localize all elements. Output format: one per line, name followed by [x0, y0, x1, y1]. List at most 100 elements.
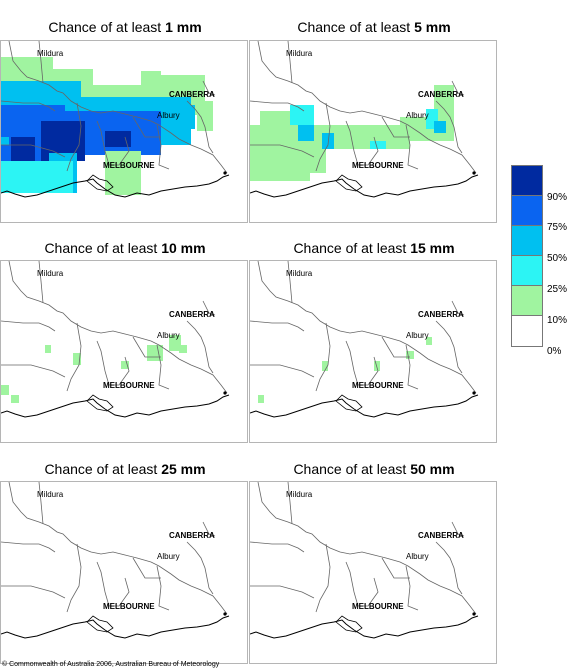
title-amount: 1 mm [165, 19, 202, 35]
location-marker [223, 612, 227, 616]
legend-label-50: 50% [547, 253, 568, 264]
location-marker [223, 391, 227, 395]
district-boundary [250, 320, 305, 332]
legend-label-25: 25% [547, 284, 568, 295]
district-boundary [435, 541, 463, 595]
district-boundary [1, 100, 56, 112]
district-boundary [381, 336, 410, 358]
port-phillip-bay [335, 174, 363, 192]
legend-swatch-10 [512, 286, 542, 316]
label-melbourne: MELBOURNE [352, 381, 404, 390]
district-boundary [405, 124, 419, 170]
title-amount: 5 mm [414, 19, 451, 35]
panel-title-50mm: Chance of at least 50 mm [249, 461, 499, 477]
district-boundary [186, 320, 214, 374]
label-canberra: CANBERRA [169, 310, 215, 319]
label-albury: Albury [157, 552, 180, 561]
district-boundary [132, 336, 161, 358]
victoria-map: Mildura CANBERRA Albury MELBOURNE [1, 482, 230, 639]
district-boundary [1, 541, 56, 553]
copyright-notice: © Commonwealth of Australia 2006, Austra… [2, 661, 220, 668]
district-boundary [132, 557, 161, 579]
port-phillip-bay [86, 394, 114, 412]
district-boundary [38, 482, 44, 525]
label-melbourne: MELBOURNE [103, 161, 155, 170]
location-marker [472, 612, 476, 616]
label-mildura: Mildura [286, 269, 313, 278]
port-phillip-bay [86, 615, 114, 633]
district-boundary [8, 261, 228, 394]
label-canberra: CANBERRA [169, 531, 215, 540]
district-boundary [1, 320, 56, 332]
map-50mm: Mildura CANBERRA Albury MELBOURNE [249, 481, 497, 664]
title-prefix: Chance of at least [293, 240, 411, 256]
district-boundary [8, 41, 228, 174]
probability-legend [511, 165, 543, 347]
district-boundary [381, 557, 410, 579]
label-albury: Albury [406, 331, 429, 340]
district-boundary [315, 543, 331, 613]
district-boundary [315, 322, 331, 392]
district-boundary [381, 116, 410, 138]
district-boundary [345, 120, 379, 166]
label-melbourne: MELBOURNE [103, 381, 155, 390]
legend-swatch-25 [512, 256, 542, 286]
label-mildura: Mildura [286, 490, 313, 499]
label-canberra: CANBERRA [418, 90, 464, 99]
victoria-map: Mildura CANBERRA Albury MELBOURNE [250, 261, 479, 418]
map-10mm: Mildura CANBERRA Albury MELBOURNE [0, 260, 248, 443]
district-boundary [1, 585, 66, 599]
district-boundary [156, 565, 170, 611]
label-melbourne: MELBOURNE [352, 602, 404, 611]
district-boundary [66, 102, 82, 172]
district-boundary [257, 482, 477, 615]
location-marker [472, 171, 476, 175]
label-albury: Albury [406, 552, 429, 561]
district-boundary [156, 344, 170, 390]
district-boundary [38, 261, 44, 304]
title-amount: 50 mm [410, 461, 455, 477]
port-phillip-bay [335, 394, 363, 412]
label-mildura: Mildura [286, 49, 313, 58]
legend-label-90: 90% [547, 192, 568, 203]
panel-title-10mm: Chance of at least 10 mm [0, 240, 250, 256]
coastline [1, 615, 230, 639]
panel-title-25mm: Chance of at least 25 mm [0, 461, 250, 477]
legend-label-75: 75% [547, 222, 568, 233]
victoria-map: Mildura CANBERRA Albury MELBOURNE [250, 482, 479, 639]
district-boundary [315, 102, 331, 172]
district-boundary [1, 144, 66, 158]
label-albury: Albury [157, 331, 180, 340]
district-boundary [287, 261, 293, 304]
district-boundary [202, 521, 216, 537]
victoria-map: Mildura CANBERRA Albury MELBOURNE [250, 41, 479, 198]
coastline [250, 615, 479, 639]
map-25mm: Mildura CANBERRA Albury MELBOURNE [0, 481, 248, 664]
district-boundary [186, 541, 214, 595]
district-boundary [435, 320, 463, 374]
district-boundary [435, 100, 463, 154]
district-boundary [96, 120, 130, 166]
port-phillip-bay [86, 174, 114, 192]
district-boundary [250, 144, 315, 158]
district-boundary [66, 322, 82, 392]
legend-swatch-90 [512, 166, 542, 196]
district-boundary [257, 41, 477, 174]
label-melbourne: MELBOURNE [103, 602, 155, 611]
district-boundary [345, 340, 379, 386]
district-boundary [405, 565, 419, 611]
district-boundary [202, 80, 216, 96]
district-boundary [1, 364, 66, 378]
panel-title-15mm: Chance of at least 15 mm [249, 240, 499, 256]
port-phillip-bay [335, 615, 363, 633]
district-boundary [132, 116, 161, 138]
district-boundary [287, 482, 293, 525]
label-canberra: CANBERRA [418, 531, 464, 540]
legend-label-10: 10% [547, 315, 568, 326]
district-boundary [186, 100, 214, 154]
label-melbourne: MELBOURNE [352, 161, 404, 170]
legend-label-0: 0% [547, 346, 562, 357]
panel-title-1mm: Chance of at least 1 mm [0, 19, 250, 35]
title-prefix: Chance of at least [44, 461, 162, 477]
district-boundary [96, 561, 130, 607]
